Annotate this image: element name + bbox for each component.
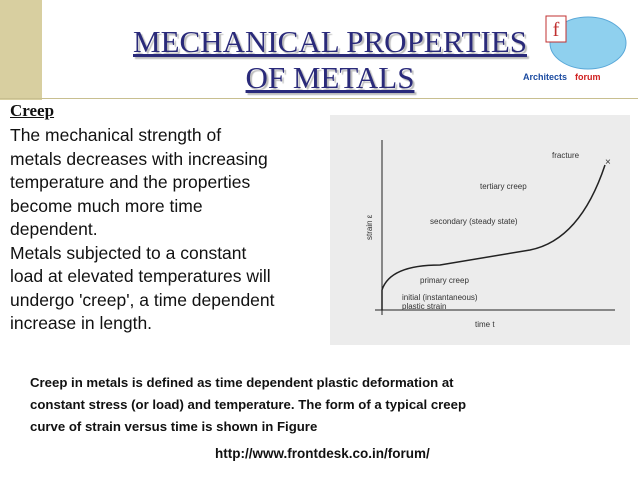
- svg-text:f: f: [553, 19, 560, 41]
- label: tertiary creep: [480, 182, 527, 191]
- caption-line: constant stress (or load) and temperatur…: [30, 397, 467, 412]
- axis-label: strain ε: [365, 214, 374, 240]
- body-line: become much more time: [10, 195, 203, 216]
- body-line: metals decreases with increasing: [10, 148, 268, 169]
- body-line: dependent.: [10, 219, 98, 239]
- caption-line: curve of strain versus time is shown in …: [30, 419, 318, 434]
- creep-figure: × strain ε time t fracture tertiary cree…: [330, 115, 630, 345]
- label: primary creep: [420, 276, 469, 285]
- heading: Creep: [10, 101, 55, 120]
- body-line: load at elevated temperatures will: [10, 266, 271, 286]
- label: secondary (steady state): [430, 217, 518, 226]
- label: fracture: [552, 151, 580, 160]
- body-line: temperature and the properties: [10, 172, 251, 192]
- footer-url: http://www.frontdesk.co.in/forum/: [215, 446, 430, 461]
- side-bar: [0, 0, 42, 100]
- body-line: Metals subjected to a constant: [10, 242, 247, 263]
- axis-label: time t: [475, 320, 495, 329]
- logo: f Architects forum: [523, 15, 627, 82]
- body-line: undergo 'creep', a time dependent: [10, 289, 275, 310]
- logo-text: Architects: [523, 72, 567, 82]
- body-line: The mechanical strength of: [10, 125, 222, 145]
- caption-line: Creep in metals is defined as time depen…: [30, 375, 454, 390]
- logo-text: forum: [575, 72, 601, 82]
- title: MECHANICAL PROPERTIES: [133, 24, 527, 59]
- title: OF METALS: [245, 60, 415, 95]
- label: initial (instantaneous): [402, 293, 478, 302]
- svg-text:×: ×: [605, 157, 611, 168]
- body-line: increase in length.: [10, 313, 153, 333]
- label: plastic strain: [402, 302, 446, 311]
- rule: [0, 98, 638, 99]
